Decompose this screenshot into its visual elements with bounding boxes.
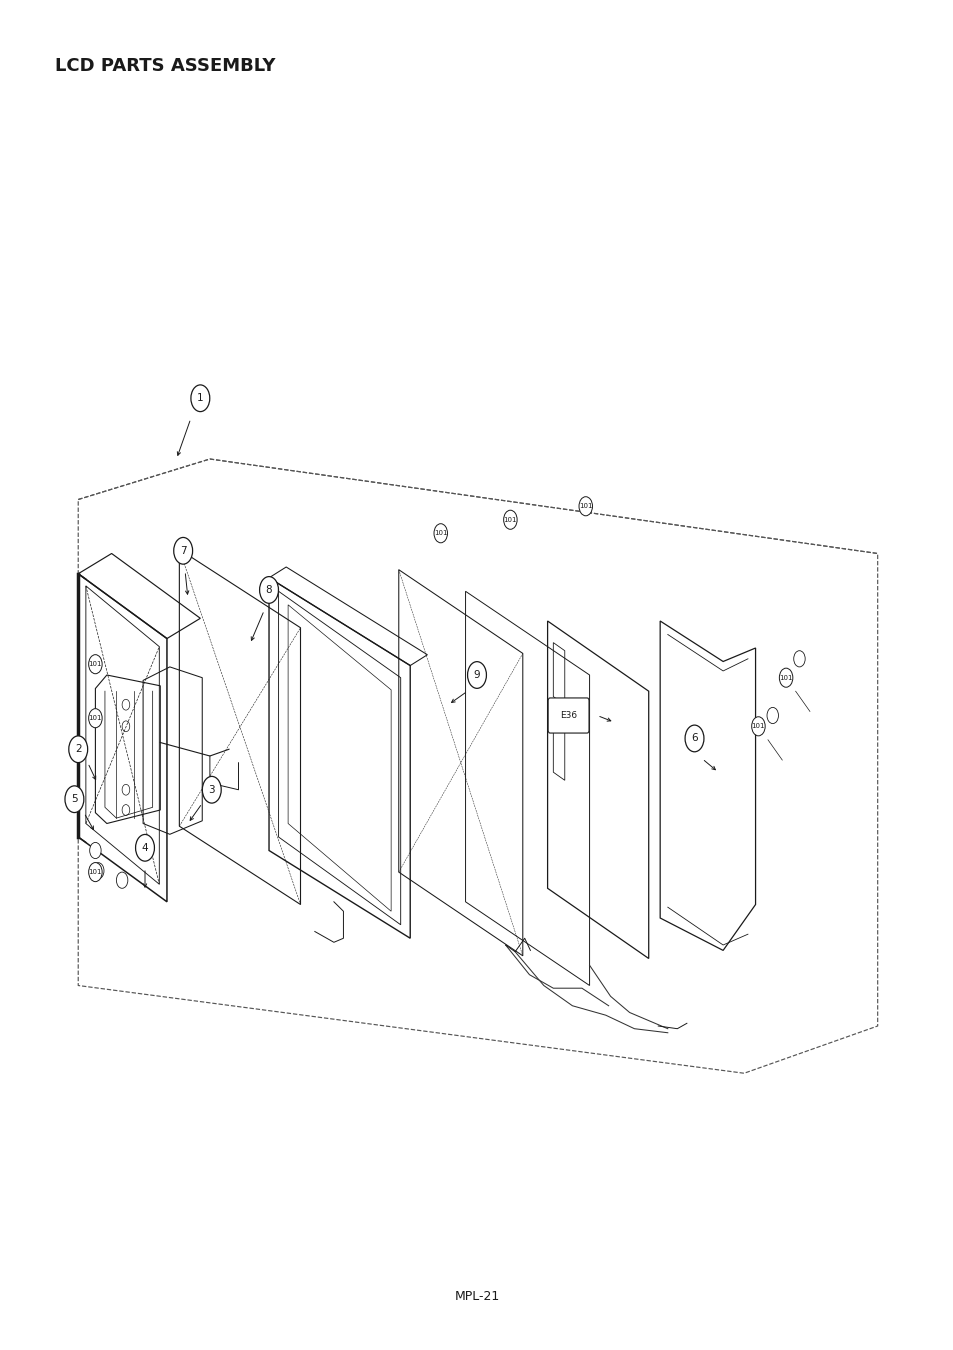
Circle shape xyxy=(467,662,486,688)
Text: MPL-21: MPL-21 xyxy=(454,1289,499,1303)
Text: 1: 1 xyxy=(197,393,203,404)
Text: 101: 101 xyxy=(751,724,764,729)
Circle shape xyxy=(69,736,88,763)
Text: LCD PARTS ASSEMBLY: LCD PARTS ASSEMBLY xyxy=(55,57,275,74)
Text: 101: 101 xyxy=(779,675,792,680)
Circle shape xyxy=(90,842,101,859)
Text: 101: 101 xyxy=(578,504,592,509)
Circle shape xyxy=(503,510,517,529)
Circle shape xyxy=(173,537,193,564)
Circle shape xyxy=(434,524,447,543)
Circle shape xyxy=(751,717,764,736)
Text: 101: 101 xyxy=(89,716,102,721)
Circle shape xyxy=(766,707,778,724)
Text: E36: E36 xyxy=(559,711,577,720)
Circle shape xyxy=(259,576,278,603)
Circle shape xyxy=(89,655,102,674)
Circle shape xyxy=(92,863,104,879)
Circle shape xyxy=(779,668,792,687)
Circle shape xyxy=(116,872,128,888)
Text: 3: 3 xyxy=(209,784,214,795)
Circle shape xyxy=(684,725,703,752)
Circle shape xyxy=(578,497,592,516)
Text: 9: 9 xyxy=(474,670,479,680)
FancyBboxPatch shape xyxy=(548,698,588,733)
Text: 2: 2 xyxy=(75,744,81,755)
Text: 7: 7 xyxy=(180,545,186,556)
Text: 8: 8 xyxy=(266,585,272,595)
Circle shape xyxy=(202,776,221,803)
Circle shape xyxy=(89,709,102,728)
Text: 6: 6 xyxy=(691,733,697,744)
Text: 4: 4 xyxy=(142,842,148,853)
Circle shape xyxy=(793,651,804,667)
Text: 101: 101 xyxy=(503,517,517,522)
Text: 101: 101 xyxy=(89,662,102,667)
Circle shape xyxy=(65,786,84,813)
Text: 5: 5 xyxy=(71,794,77,805)
Circle shape xyxy=(191,385,210,412)
Text: 101: 101 xyxy=(434,531,447,536)
Text: 101: 101 xyxy=(89,869,102,875)
Circle shape xyxy=(135,834,154,861)
Circle shape xyxy=(89,863,102,882)
